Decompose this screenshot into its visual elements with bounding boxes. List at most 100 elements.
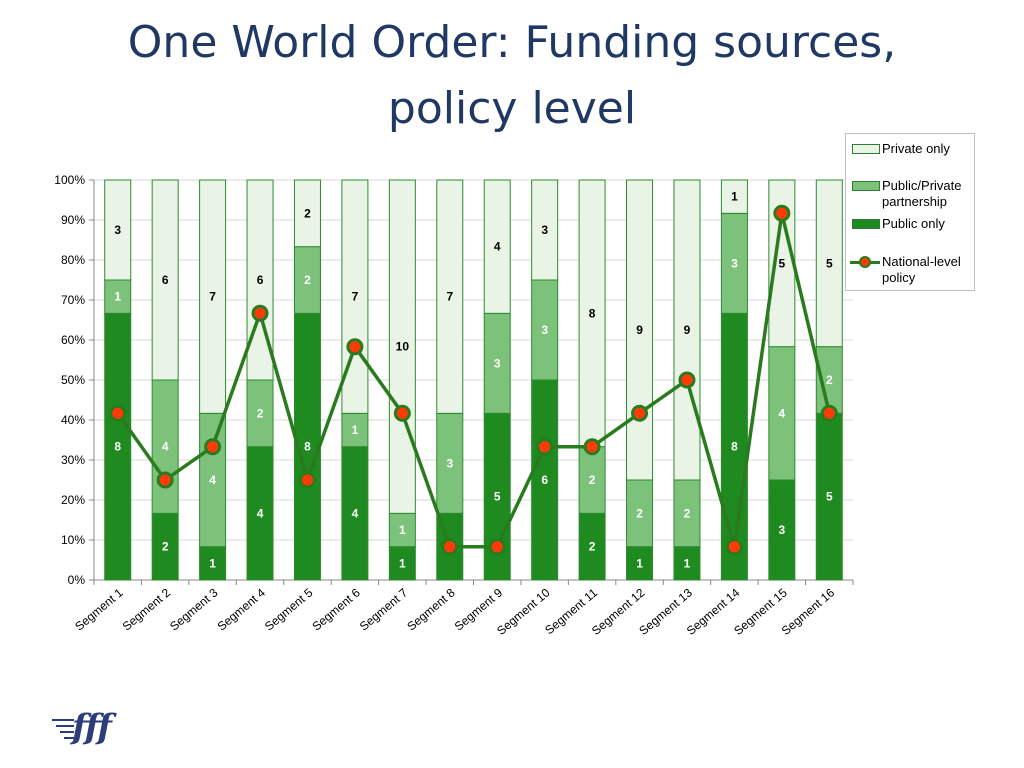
data-label: 3 [731,256,738,270]
bar-segment [341,446,369,581]
data-label: 5 [779,256,786,270]
bar-segment [483,179,511,314]
line-point [298,471,316,489]
y-tick-label: 50% [61,373,85,387]
logo-text: fff [72,707,112,747]
y-tick-label: 20% [61,493,85,507]
data-label: 8 [731,440,738,454]
data-label: 3 [779,523,786,537]
data-label: 2 [589,540,596,554]
bar-segment [388,512,416,548]
x-tick-label: Segment 4 [214,585,268,633]
data-label: 2 [636,506,643,520]
data-label: 3 [541,323,548,337]
data-label: 2 [304,206,311,220]
data-label: 1 [352,423,359,437]
x-tick-label: Segment 7 [357,585,411,633]
data-label: 4 [209,473,216,487]
data-label: 4 [162,440,169,454]
line-point [156,471,174,489]
line-point [631,404,649,422]
bar-segment [151,179,179,381]
bar-segment [151,512,179,581]
data-label: 9 [636,323,643,337]
legend-swatch-public-only [852,219,880,229]
slide-title: One World Order: Funding sources, policy… [127,17,897,134]
data-label: 3 [446,456,453,470]
data-label: 2 [589,473,596,487]
bar-segment [104,279,132,314]
data-label: 5 [494,490,501,504]
y-tick-label: 100% [54,173,85,187]
data-label: 2 [304,273,311,287]
x-tick-label: Segment 3 [167,585,221,633]
bar-segment [199,412,227,548]
legend-swatch-private-only [852,144,880,154]
line-point [109,404,127,422]
y-tick-label: 30% [61,453,85,467]
x-tick-label: Segment 8 [404,585,458,633]
data-label: 1 [684,556,691,570]
data-label: 6 [162,273,169,287]
data-label: 6 [257,273,264,287]
line-point [393,404,411,422]
legend-label: National-level policy [882,254,961,285]
data-label: 1 [399,523,406,537]
y-tick-label: 70% [61,293,85,307]
bar-segment [531,179,559,281]
data-label: 7 [352,290,359,304]
bar-segment [199,546,227,581]
x-tick-label: Segment 16 [779,585,838,638]
x-tick-label: Segment 5 [262,585,316,633]
y-tick-label: 0% [68,573,86,587]
line-point [773,204,791,222]
data-label: 4 [257,506,264,520]
bar-segment [388,546,416,581]
bar-segment [720,179,748,214]
data-label: 2 [162,540,169,554]
bar-segment [578,446,606,514]
bar-segment [436,412,464,514]
data-label: 1 [731,190,738,204]
bar-segment [104,179,132,281]
bar-segment [768,479,796,581]
data-label: 2 [684,506,691,520]
chart-legend: Private only Public/Private partnership … [845,133,975,291]
data-label: 5 [826,256,833,270]
line-point [820,404,838,422]
legend-label: Public/Private partnership [882,178,962,209]
data-label: 7 [209,290,216,304]
bar-segment [483,312,511,414]
bar-segment [531,279,559,381]
bar-segment [246,379,274,448]
legend-dot-marker [859,256,871,268]
line-point [536,438,554,456]
data-label: 3 [494,356,501,370]
bar-segment [815,412,843,581]
bar-segment [388,179,416,514]
y-tick-label: 40% [61,413,85,427]
line-point [346,338,364,356]
data-label: 3 [114,223,121,237]
line-point [678,371,696,389]
fff-logo: fff [52,705,124,753]
x-tick-label: Segment 6 [309,585,363,633]
line-point [583,438,601,456]
data-label: 3 [541,223,548,237]
data-label: 4 [779,406,786,420]
data-label: 2 [257,406,264,420]
line-point [488,538,506,556]
bar-segment [246,446,274,581]
bar-segment [768,346,796,481]
data-label: 8 [114,440,121,454]
bar-segment [436,179,464,414]
x-tick-label: Segment 1 [72,585,126,633]
line-point [441,538,459,556]
bar-segment [578,179,606,448]
bar-segment [626,546,654,581]
bar-segment [199,179,227,414]
data-label: 4 [352,506,359,520]
data-label: 1 [114,290,121,304]
data-label: 2 [826,373,833,387]
data-label: 1 [636,556,643,570]
